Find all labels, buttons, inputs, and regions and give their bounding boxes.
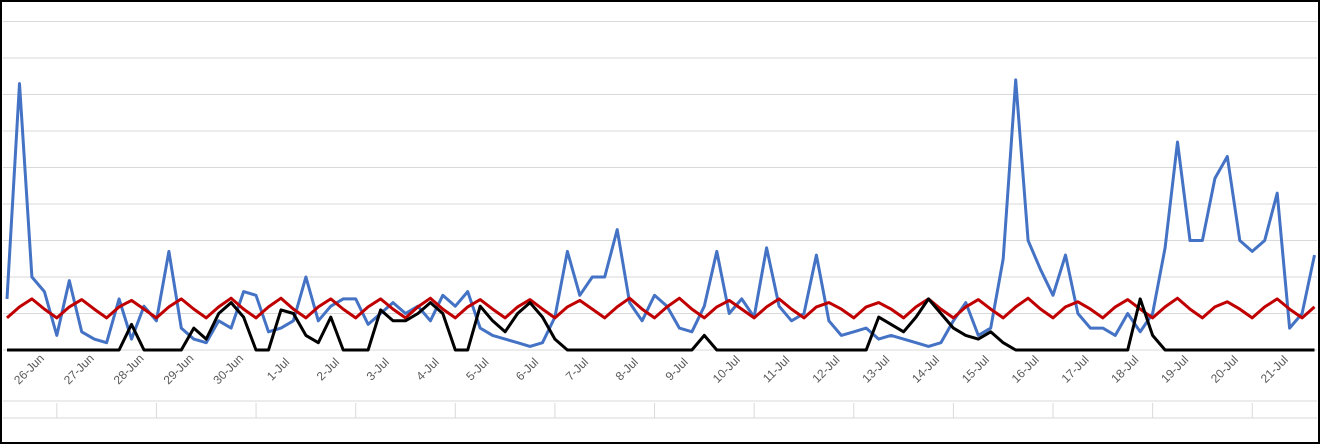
series-line xyxy=(7,297,1315,352)
series-line xyxy=(6,296,1316,320)
series-line xyxy=(5,78,1316,348)
